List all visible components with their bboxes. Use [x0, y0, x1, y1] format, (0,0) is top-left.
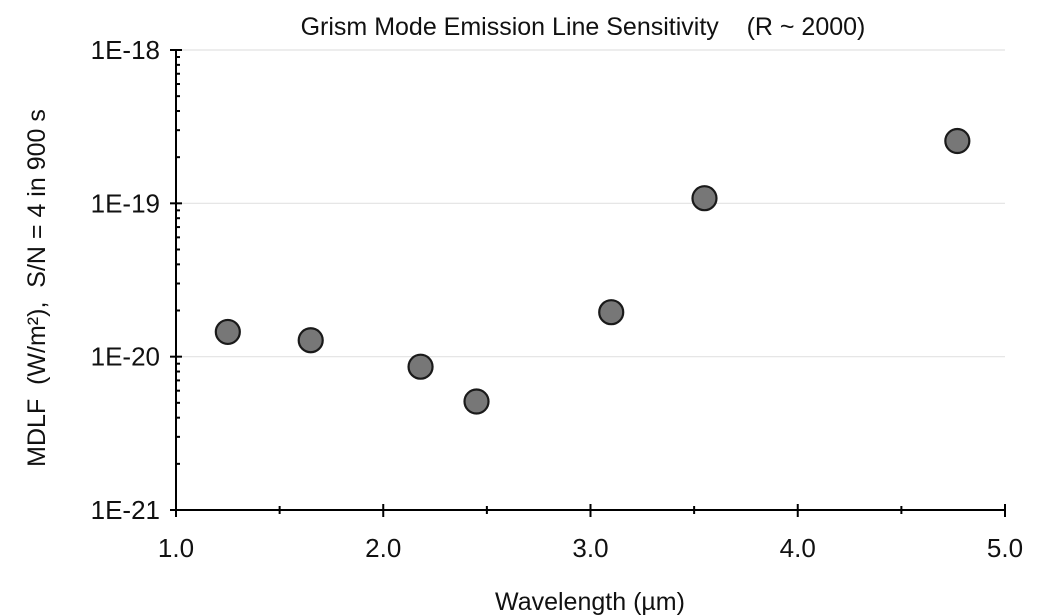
y-tick-label: 1E-21: [91, 495, 160, 525]
y-tick-label: 1E-18: [91, 35, 160, 65]
data-points: [214, 127, 971, 415]
x-tick-label: 1.0: [158, 533, 194, 563]
y-axis-title: MDLF (W/m²), S/N = 4 in 900 s: [23, 109, 51, 467]
chart-title: Grism Mode Emission Line Sensitivity (R …: [301, 13, 866, 41]
data-point: [691, 185, 718, 212]
data-point: [598, 299, 625, 326]
x-axis-title: Wavelength (µm): [495, 588, 685, 615]
x-tick-label: 5.0: [987, 533, 1023, 563]
data-point: [944, 127, 971, 155]
axes: [175, 50, 1005, 511]
ticks: 1E-21 1E-20 1E-19 1E-18 1.0 2.0 3.0 4.0 5.0: [91, 35, 1023, 563]
y-tick-label: 1E-20: [91, 342, 160, 372]
data-point: [463, 388, 490, 415]
x-tick-label: 3.0: [572, 533, 608, 563]
data-point: [297, 327, 324, 354]
x-tick-label: 2.0: [365, 533, 401, 563]
grid-lines: [176, 49, 1005, 358]
data-point: [407, 353, 434, 380]
y-tick-label: 1E-19: [91, 188, 160, 218]
data-point: [214, 318, 241, 346]
x-tick-label: 4.0: [780, 533, 816, 563]
